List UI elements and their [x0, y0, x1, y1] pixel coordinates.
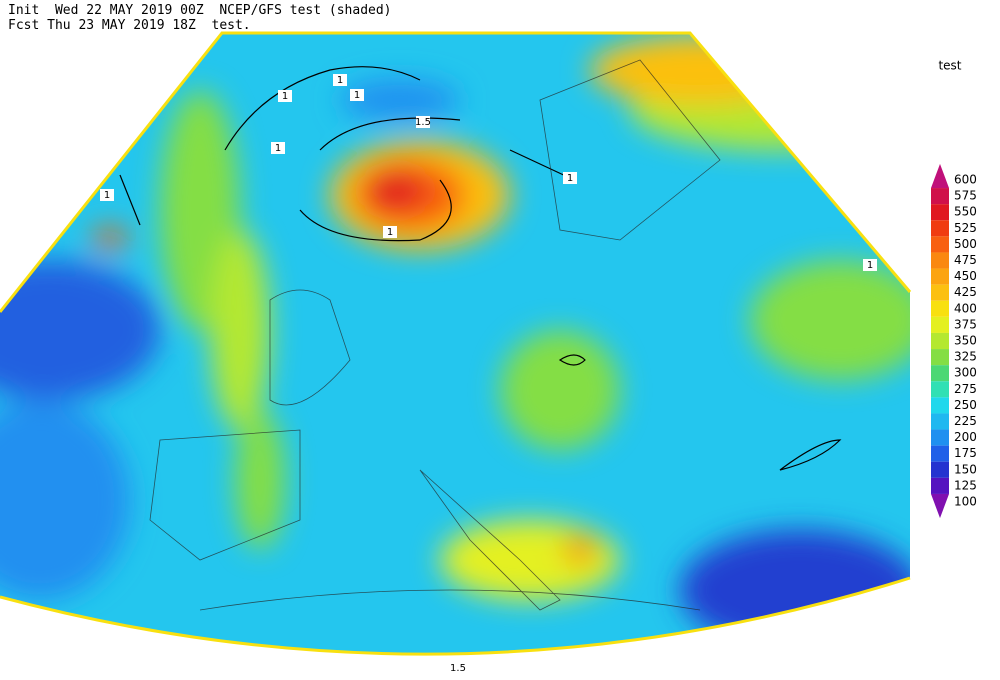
- map-border: [0, 31, 912, 656]
- contour-label: 1.5: [450, 663, 466, 674]
- colorbar-cap: [931, 493, 949, 519]
- colorbar-label: 350: [954, 334, 977, 348]
- colorbar-label: 175: [954, 446, 977, 460]
- contour-label-bg: [563, 172, 577, 184]
- colorbar-label: 100: [954, 495, 977, 509]
- colorbar-box: [931, 236, 949, 253]
- colorbar-label: 575: [954, 189, 977, 203]
- shading: [0, 35, 910, 650]
- colorbar-box: [931, 349, 949, 366]
- colorbar-box: [931, 445, 949, 462]
- colorbar-label: 475: [954, 253, 977, 267]
- header-line: Init Wed 22 MAY 2019 00Z NCEP/GFS test (…: [8, 3, 392, 18]
- coastlines: [149, 59, 721, 611]
- contour-label-bg: [451, 662, 465, 674]
- contour-label: 1: [867, 260, 873, 271]
- colorbar-box: [931, 220, 949, 237]
- colorbar-box: [931, 413, 949, 430]
- colorbar-label: 400: [954, 301, 977, 315]
- contour-label-bg: [416, 116, 430, 128]
- colorbar-box: [931, 268, 949, 285]
- colorbar-label: 200: [954, 430, 977, 444]
- colorbar-label: 125: [954, 478, 977, 492]
- colorbar-label: 450: [954, 269, 977, 283]
- colorbar-label: 500: [954, 237, 977, 251]
- contours: [119, 66, 842, 471]
- colorbar-box: [931, 252, 949, 269]
- colorbar-label: 425: [954, 285, 977, 299]
- contour-label-bg: [278, 90, 292, 102]
- contour-label: 1: [104, 190, 110, 201]
- colorbar-label: 375: [954, 317, 977, 331]
- colorbar-box: [931, 381, 949, 398]
- colorbar-box: [931, 365, 949, 382]
- colorbar-label: 275: [954, 382, 977, 396]
- contour-label-bg: [333, 74, 347, 86]
- contour-label: 1: [282, 91, 288, 102]
- colorbar-box: [931, 429, 949, 446]
- colorbar-box: [931, 188, 949, 205]
- colorbar-box: [931, 477, 949, 494]
- colorbar-box: [931, 204, 949, 221]
- colorbar-label: 550: [954, 205, 977, 219]
- contour-label-bg: [100, 189, 114, 201]
- contour-label: 1: [387, 227, 393, 238]
- map: [0, 33, 910, 655]
- contour-label-bg: [863, 259, 877, 271]
- colorbar-box: [931, 397, 949, 414]
- colorbar-box: [931, 300, 949, 317]
- contour-label: 1: [337, 75, 343, 86]
- contour-label: 1: [567, 173, 573, 184]
- contour-label-bg: [383, 226, 397, 238]
- contour-label-bg: [271, 142, 285, 154]
- contour-label: 1: [354, 90, 360, 101]
- colorbar-label: 600: [954, 173, 977, 187]
- colorbar-label: 525: [954, 221, 977, 235]
- header-line: Fcst Thu 23 MAY 2019 18Z test.: [8, 18, 251, 33]
- colorbar-cap: [931, 163, 949, 189]
- colorbar-box: [931, 316, 949, 333]
- colorbar-box: [931, 284, 949, 301]
- colorbar-label: 150: [954, 462, 977, 476]
- contour-label-bg: [350, 89, 364, 101]
- colorbar-label: 250: [954, 398, 977, 412]
- contour-label: 1: [275, 143, 281, 154]
- colorbar-label: 300: [954, 366, 977, 380]
- colorbar-label: 325: [954, 350, 977, 364]
- colorbar-box: [931, 461, 949, 478]
- colorbar-box: [931, 332, 949, 350]
- colorbar-title: test: [938, 59, 961, 73]
- colorbar-label: 225: [954, 414, 977, 428]
- contour-label: 1.5: [415, 117, 431, 128]
